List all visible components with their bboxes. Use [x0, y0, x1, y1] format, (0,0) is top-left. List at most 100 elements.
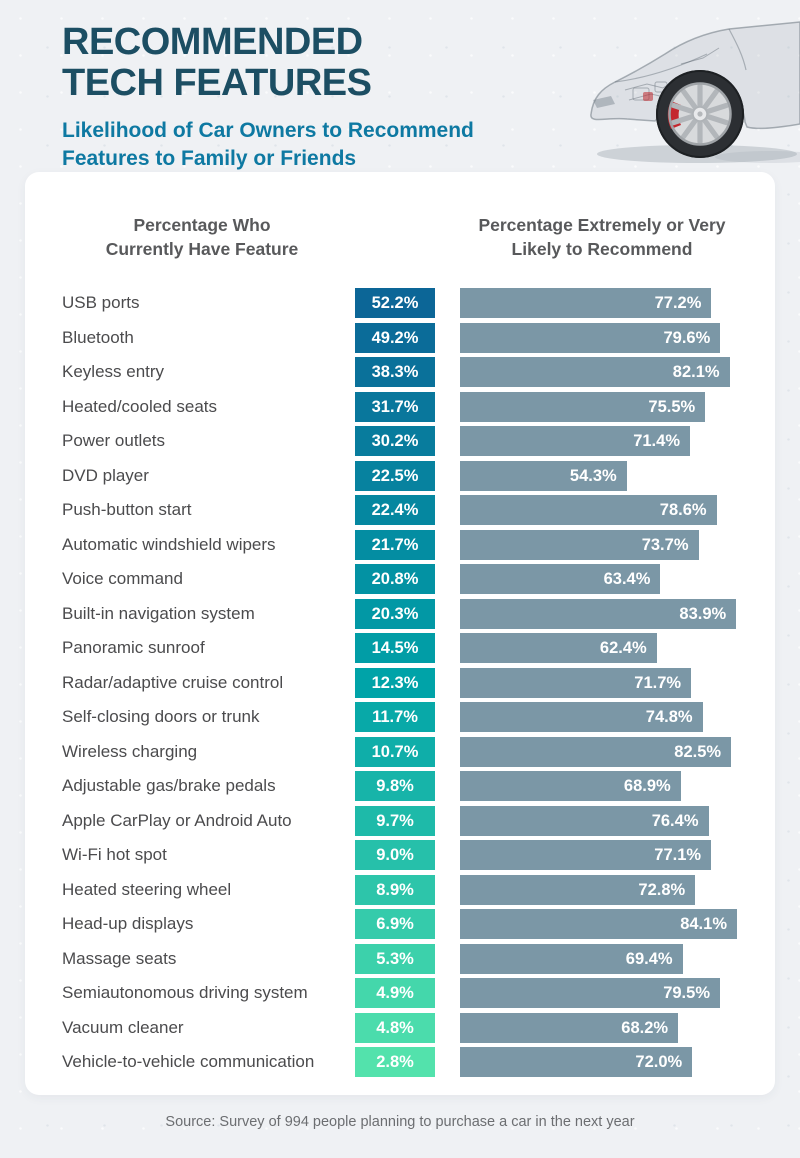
have-percentage-badge: 2.8% — [355, 1047, 435, 1077]
recommend-bar: 68.9% — [460, 771, 681, 801]
have-percentage-badge: 9.0% — [355, 840, 435, 870]
page-title: RECOMMENDED TECH FEATURES — [62, 22, 474, 103]
feature-row: DVD player 22.5% 54.3% — [25, 460, 775, 491]
recommend-bar: 63.4% — [460, 564, 661, 594]
have-percentage-badge: 30.2% — [355, 426, 435, 456]
feature-row: Power outlets 30.2% 71.4% — [25, 426, 775, 456]
have-percentage-badge: 12.3% — [355, 667, 435, 698]
feature-label: Heated/cooled seats — [62, 396, 217, 416]
column-header-have-line1: Percentage Who — [133, 215, 271, 235]
feature-row: Heated steering wheel 8.9% 72.8% — [25, 874, 775, 905]
chart-rows: USB ports 52.2% 77.2% Bluetooth 49.2% 79… — [25, 288, 775, 1077]
recommend-bar: 69.4% — [460, 943, 683, 974]
have-percentage-badge: 20.3% — [355, 598, 435, 629]
have-percentage-badge: 4.9% — [355, 978, 435, 1008]
recommend-bar: 82.1% — [460, 357, 730, 387]
feature-label: Wireless charging — [62, 741, 198, 761]
feature-row: Massage seats 5.3% 69.4% — [25, 943, 775, 974]
feature-label: Vehicle-to-vehicle communication — [62, 1052, 315, 1071]
page-subtitle-line1: Likelihood of Car Owners to Recommend — [62, 119, 474, 143]
have-percentage-badge: 31.7% — [355, 391, 435, 422]
source-note: Source: Survey of 994 people planning to… — [165, 1114, 635, 1130]
feature-row: Built-in navigation system 20.3% 83.9% — [25, 598, 775, 629]
recommend-bar: 77.1% — [460, 840, 712, 870]
recommend-bar: 78.6% — [460, 495, 717, 525]
recommend-bar: 68.2% — [460, 1012, 679, 1043]
have-percentage-badge: 8.9% — [355, 874, 435, 905]
column-header-recommend-line2: Likely to Recommend — [511, 238, 693, 259]
recommend-bar: 76.4% — [460, 805, 709, 836]
feature-label: Built-in navigation system — [62, 603, 255, 623]
have-percentage-badge: 4.8% — [355, 1012, 435, 1043]
feature-row: Keyless entry 38.3% 82.1% — [25, 357, 775, 387]
feature-label: Panoramic sunroof — [62, 638, 205, 657]
xray-car-image — [590, 21, 800, 163]
have-percentage-badge: 20.8% — [355, 564, 435, 594]
feature-label: Automatic windshield wipers — [62, 534, 276, 554]
recommend-bar: 62.4% — [460, 633, 657, 663]
feature-label: Voice command — [62, 569, 183, 588]
have-percentage-badge: 9.8% — [355, 771, 435, 801]
recommend-bar: 75.5% — [460, 391, 706, 422]
column-header-have-line2: Currently Have Feature — [105, 238, 299, 259]
feature-row: Self-closing doors or trunk 11.7% 74.8% — [25, 702, 775, 732]
feature-row: Panoramic sunroof 14.5% 62.4% — [25, 633, 775, 663]
feature-row: Automatic windshield wipers 21.7% 73.7% — [25, 529, 775, 560]
have-percentage-badge: 5.3% — [355, 943, 435, 974]
chart-card: Percentage Who Currently Have Feature Pe… — [25, 172, 775, 1095]
feature-label: Adjustable gas/brake pedals — [62, 776, 276, 795]
feature-label: USB ports — [62, 293, 140, 312]
feature-label: Wi-Fi hot spot — [62, 845, 167, 864]
feature-row: Vacuum cleaner 4.8% 68.2% — [25, 1012, 775, 1043]
feature-row: Vehicle-to-vehicle communication 2.8% 72… — [25, 1047, 775, 1077]
recommend-bar: 71.7% — [460, 667, 692, 698]
feature-row: Apple CarPlay or Android Auto 9.7% 76.4% — [25, 805, 775, 836]
page-subtitle: Likelihood of Car Owners to Recommend Fe… — [62, 117, 474, 172]
have-percentage-badge: 14.5% — [355, 633, 435, 663]
recommend-bar: 83.9% — [460, 598, 737, 629]
feature-row: Voice command 20.8% 63.4% — [25, 564, 775, 594]
have-percentage-badge: 49.2% — [355, 322, 435, 353]
feature-label: Massage seats — [62, 948, 177, 968]
feature-row: Radar/adaptive cruise control 12.3% 71.7… — [25, 667, 775, 698]
have-percentage-badge: 22.4% — [355, 495, 435, 525]
recommend-bar: 84.1% — [460, 909, 737, 939]
recommend-bar: 71.4% — [460, 426, 690, 456]
recommend-bar: 79.5% — [460, 978, 720, 1008]
have-percentage-badge: 52.2% — [355, 288, 435, 318]
feature-label: DVD player — [62, 465, 149, 485]
recommend-bar: 72.8% — [460, 874, 696, 905]
feature-label: Keyless entry — [62, 362, 165, 381]
column-header-recommend: Percentage Extremely or Very Likely to R… — [452, 214, 752, 261]
feature-row: Push-button start 22.4% 78.6% — [25, 495, 775, 525]
feature-row: Wireless charging 10.7% 82.5% — [25, 736, 775, 767]
column-header-have: Percentage Who Currently Have Feature — [52, 214, 352, 261]
feature-label: Head-up displays — [62, 914, 194, 933]
feature-row: Heated/cooled seats 31.7% 75.5% — [25, 391, 775, 422]
feature-label: Self-closing doors or trunk — [62, 707, 260, 726]
header: RECOMMENDED TECH FEATURES Likelihood of … — [62, 22, 474, 172]
recommend-bar: 79.6% — [460, 322, 721, 353]
have-percentage-badge: 10.7% — [355, 736, 435, 767]
feature-label: Radar/adaptive cruise control — [62, 672, 284, 692]
feature-row: Adjustable gas/brake pedals 9.8% 68.9% — [25, 771, 775, 801]
feature-label: Semiautonomous driving system — [62, 983, 308, 1002]
page-title-line2: TECH FEATURES — [62, 61, 372, 104]
have-percentage-badge: 11.7% — [355, 702, 435, 732]
recommend-bar: 54.3% — [460, 460, 627, 491]
feature-label: Power outlets — [62, 431, 165, 450]
have-percentage-badge: 6.9% — [355, 909, 435, 939]
feature-label: Apple CarPlay or Android Auto — [62, 810, 292, 830]
have-percentage-badge: 22.5% — [355, 460, 435, 491]
feature-row: Bluetooth 49.2% 79.6% — [25, 322, 775, 353]
recommend-bar: 72.0% — [460, 1047, 693, 1077]
feature-row: USB ports 52.2% 77.2% — [25, 288, 775, 318]
feature-row: Semiautonomous driving system 4.9% 79.5% — [25, 978, 775, 1008]
column-header-recommend-line1: Percentage Extremely or Very — [478, 215, 726, 235]
feature-row: Head-up displays 6.9% 84.1% — [25, 909, 775, 939]
feature-label: Heated steering wheel — [62, 879, 232, 899]
feature-label: Bluetooth — [62, 327, 134, 347]
feature-label: Vacuum cleaner — [62, 1017, 184, 1037]
recommend-bar: 74.8% — [460, 702, 703, 732]
